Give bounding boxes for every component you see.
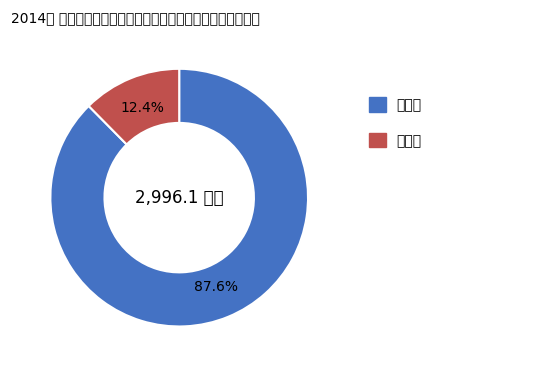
Text: 2014年 商業年間商品販売額にしめる卸売業と小売業のシェア: 2014年 商業年間商品販売額にしめる卸売業と小売業のシェア — [11, 11, 260, 25]
Text: 2,996.1 億円: 2,996.1 億円 — [135, 188, 223, 207]
Text: 87.6%: 87.6% — [194, 280, 238, 294]
Wedge shape — [88, 69, 179, 145]
Legend: 卸売業, 小売業: 卸売業, 小売業 — [363, 92, 427, 153]
Wedge shape — [50, 69, 308, 326]
Text: 12.4%: 12.4% — [120, 101, 165, 115]
